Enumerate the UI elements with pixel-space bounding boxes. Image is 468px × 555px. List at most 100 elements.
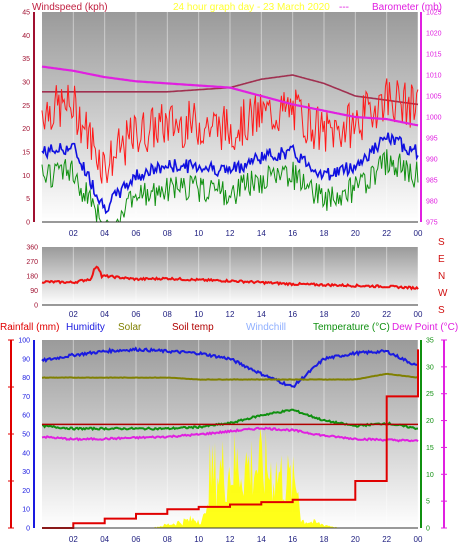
wind-right-tick: 1015 (426, 52, 442, 59)
wind-left-tick: 15 (22, 150, 30, 157)
temperature-tick: 20 (426, 418, 434, 425)
wind-right-tick: 995 (426, 136, 438, 143)
plot-series (41, 65, 419, 529)
wind-right-tick: 975 (426, 220, 438, 227)
x-tick-label: 14 (257, 310, 266, 319)
temperature-tick: 0 (426, 526, 430, 533)
x-tick-label: 04 (100, 229, 109, 238)
x-tick-label: 16 (288, 535, 297, 544)
wind-left-tick: 10 (22, 173, 30, 180)
wind-direction-line (41, 265, 419, 291)
direction-tick: 270 (26, 259, 38, 266)
wind-speed-line (41, 132, 419, 215)
legend-humidity: Humidity (66, 322, 105, 333)
temperature-tick: 35 (426, 338, 434, 345)
x-tick-label: 20 (351, 229, 360, 238)
temperature-tick: 25 (426, 391, 434, 398)
wind-left-tick: 35 (22, 56, 30, 63)
temperature-tick: 30 (426, 364, 434, 371)
x-tick-label: 02 (69, 310, 78, 319)
wind-left-tick: 30 (22, 80, 30, 87)
compass-label: E (438, 254, 445, 265)
humidity-tick: 20 (22, 488, 30, 495)
wind-left-tick: 45 (22, 10, 30, 17)
wind-right-tick: 1020 (426, 31, 442, 38)
wind-title-left: Windspeed (kph) (32, 2, 108, 13)
x-tick-label: 14 (257, 229, 266, 238)
humidity-tick: 50 (22, 432, 30, 439)
wind-left-tick: 20 (22, 126, 30, 133)
legend-solar: Solar (118, 322, 142, 333)
x-tick-label: 22 (382, 310, 391, 319)
wind-title-right: Barometer (mb) (372, 2, 442, 13)
legend-dewpoint: Dew Point (°C) (392, 322, 458, 333)
x-tick-label: 06 (132, 535, 141, 544)
wind-right-tick: 1005 (426, 94, 442, 101)
humidity-line (41, 346, 419, 388)
temperature-tick: 15 (426, 445, 434, 452)
compass-label: W (438, 288, 448, 299)
x-tick-label: 00 (414, 229, 423, 238)
x-tick-label: 02 (69, 229, 78, 238)
wind-left-tick: 25 (22, 103, 30, 110)
x-tick-label: 18 (320, 229, 329, 238)
humidity-tick: 60 (22, 413, 30, 420)
x-tick-label: 12 (226, 229, 235, 238)
legend-temperature: Temperature (°C) (313, 322, 390, 333)
wind-right-tick: 1010 (426, 73, 442, 80)
wind-left-tick: 5 (26, 196, 30, 203)
temperature-tick: 5 (426, 499, 430, 506)
temperature-tick: 10 (426, 472, 434, 479)
axis-ticks: 0510152025303540459759809859909951000100… (8, 10, 448, 544)
humidity-tick: 80 (22, 375, 30, 382)
x-tick-label: 02 (69, 535, 78, 544)
humidity-tick: 100 (18, 338, 30, 345)
legend-windchill: Windchill (246, 322, 286, 333)
x-tick-label: 10 (194, 310, 203, 319)
wind-right-tick: 990 (426, 157, 438, 164)
wind-left-tick: 0 (26, 220, 30, 227)
humidity-tick: 40 (22, 450, 30, 457)
x-tick-label: 20 (351, 535, 360, 544)
x-tick-label: 18 (320, 310, 329, 319)
barometer-line (41, 65, 419, 127)
legend-rainfall: Rainfall (mm) (0, 322, 59, 333)
x-tick-label: 04 (100, 535, 109, 544)
humidity-tick: 90 (22, 356, 30, 363)
x-tick-label: 12 (226, 310, 235, 319)
x-tick-label: 06 (132, 229, 141, 238)
compass-label: S (438, 237, 445, 248)
x-tick-label: 20 (351, 310, 360, 319)
x-tick-label: 00 (414, 535, 423, 544)
rainfall-line (42, 349, 419, 529)
wind-right-tick: 985 (426, 178, 438, 185)
direction-tick: 90 (30, 288, 38, 295)
humidity-tick: 10 (22, 507, 30, 514)
wind-title-center: 24 hour graph day - 23 March 2020 (173, 2, 330, 13)
solar-line (41, 372, 419, 381)
solar-fill (42, 428, 418, 528)
x-tick-label: 14 (257, 535, 266, 544)
x-tick-label: 04 (100, 310, 109, 319)
x-tick-label: 08 (163, 229, 172, 238)
humidity-tick: 70 (22, 394, 30, 401)
direction-tick: 180 (26, 274, 38, 281)
x-tick-label: 08 (163, 310, 172, 319)
compass-label: N (438, 271, 445, 282)
x-tick-label: 00 (414, 310, 423, 319)
wind-title-sep: --- (339, 2, 349, 13)
humidity-tick: 30 (22, 469, 30, 476)
x-tick-label: 10 (194, 535, 203, 544)
legend-soil: Soil temp (172, 322, 214, 333)
temperature-line (41, 408, 419, 432)
direction-tick: 0 (34, 303, 38, 310)
wind-left-tick: 40 (22, 33, 30, 40)
x-tick-label: 16 (288, 229, 297, 238)
x-tick-label: 06 (132, 310, 141, 319)
axes (10, 12, 445, 529)
direction-tick: 360 (26, 245, 38, 252)
compass-label: S (438, 305, 445, 316)
x-tick-label: 18 (320, 535, 329, 544)
